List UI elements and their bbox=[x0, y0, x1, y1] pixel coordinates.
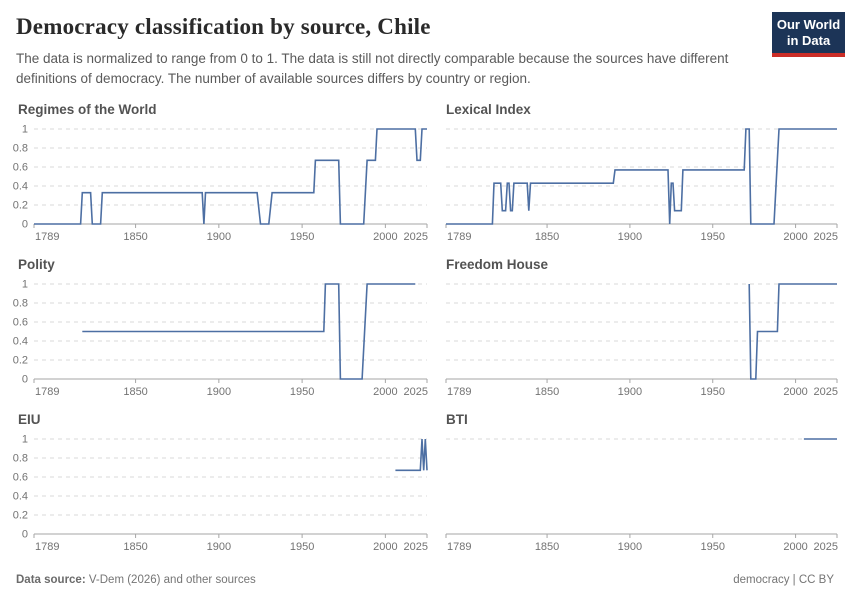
y-tick-label: 0 bbox=[22, 218, 28, 230]
eiu-chart: 1789 1850 1900 1950 2000 2025 0 0.2 0.4 0.6 0.8 1 bbox=[13, 433, 428, 553]
owid-logo-line2: in Data bbox=[786, 33, 831, 49]
panel-polity: Polity 1789 1850 1900 1950 2000 2025 0 0.2 0.4 0.… bbox=[10, 252, 430, 407]
page-title: Democracy classification by source, Chil… bbox=[16, 14, 431, 39]
x-tick-label: 1850 bbox=[123, 231, 147, 243]
panel-title-lexical-index: Lexical Index bbox=[446, 101, 531, 117]
x-tick-label: 1900 bbox=[207, 386, 231, 398]
x-tick-label: 1850 bbox=[535, 541, 559, 553]
panel-title-polity: Polity bbox=[18, 256, 55, 272]
y-tick-label: 0.2 bbox=[13, 509, 28, 521]
y-tick-label: 0.4 bbox=[13, 335, 28, 347]
polity-chart: 1789 1850 1900 1950 2000 2025 0 0.2 0.4 0.6 0.8 1 bbox=[13, 278, 428, 398]
x-tick-label: 2000 bbox=[373, 541, 397, 553]
x-tick-label: 2000 bbox=[373, 231, 397, 243]
x-tick-label: 1789 bbox=[447, 231, 471, 243]
lexical-index-chart: 1789 1850 1900 1950 2000 2025 bbox=[445, 127, 838, 243]
y-tick-label: 1 bbox=[22, 433, 28, 445]
x-tick-label: 1950 bbox=[290, 386, 314, 398]
panel-title-bti: BTI bbox=[446, 411, 468, 427]
panel-lexical-index: Lexical Index 1789 1850 1900 1950 2000 2025 bbox=[438, 97, 840, 252]
freedom-house-chart: 1789 1850 1900 1950 2000 2025 bbox=[445, 282, 838, 398]
panel-eiu: EIU 1789 1850 1900 1950 2000 2025 0 0.2 0.4 0.6 0.… bbox=[10, 407, 430, 562]
y-tick-label: 0.8 bbox=[13, 142, 28, 154]
bti-chart: 1789 1850 1900 1950 2000 2025 bbox=[445, 437, 838, 553]
x-tick-label: 1850 bbox=[123, 541, 147, 553]
regimes-of-the-world-chart: 1789 1850 1900 1950 2000 2025 0 0.2 0.4 0.6 0.8 1 bbox=[13, 123, 428, 243]
x-tick-label: 1850 bbox=[535, 231, 559, 243]
y-tick-label: 0 bbox=[22, 373, 28, 385]
y-tick-label: 0 bbox=[22, 528, 28, 540]
x-tick-label: 1850 bbox=[123, 386, 147, 398]
chart-header: Democracy classification by source, Chil… bbox=[0, 0, 850, 90]
x-tick-label: 1850 bbox=[535, 386, 559, 398]
x-tick-label: 1950 bbox=[290, 231, 314, 243]
x-tick-label: 1789 bbox=[447, 541, 471, 553]
chart-subtitle: The data is normalized to range from 0 t… bbox=[16, 51, 729, 87]
y-tick-label: 0.8 bbox=[13, 452, 28, 464]
x-tick-label: 1789 bbox=[35, 541, 59, 553]
y-tick-label: 0.6 bbox=[13, 316, 28, 328]
data-line bbox=[446, 127, 837, 225]
x-tick-label: 2025 bbox=[404, 386, 428, 398]
y-tick-label: 0.6 bbox=[13, 471, 28, 483]
x-tick-label: 1950 bbox=[700, 386, 724, 398]
license-link[interactable]: democracy | CC BY bbox=[733, 574, 834, 586]
x-tick-label: 2000 bbox=[783, 541, 807, 553]
x-tick-label: 1789 bbox=[35, 231, 59, 243]
panel-title-eiu: EIU bbox=[18, 411, 41, 427]
y-tick-label: 0.2 bbox=[13, 354, 28, 366]
y-tick-label: 0.4 bbox=[13, 490, 28, 502]
y-tick-label: 1 bbox=[22, 123, 28, 135]
x-tick-label: 1950 bbox=[700, 231, 724, 243]
panel-title-regimes-of-the-world: Regimes of the World bbox=[18, 101, 157, 117]
panel-regimes-of-the-world: Regimes of the World 1789 1850 1900 1950 200… bbox=[10, 97, 430, 252]
panel-bti: BTI 1789 1850 1900 1950 2000 2025 bbox=[438, 407, 840, 562]
x-tick-label: 1789 bbox=[447, 386, 471, 398]
x-tick-label: 2025 bbox=[814, 231, 838, 243]
y-tick-label: 0.2 bbox=[13, 199, 28, 211]
x-tick-label: 2025 bbox=[814, 541, 838, 553]
y-tick-label: 1 bbox=[22, 278, 28, 290]
x-tick-label: 2000 bbox=[783, 386, 807, 398]
chart-footer: Data source: V-Dem (2026) and other sour… bbox=[16, 574, 834, 586]
data-source-label: Data source: bbox=[16, 574, 86, 586]
x-tick-label: 1900 bbox=[618, 231, 642, 243]
owid-logo[interactable]: Our World in Data bbox=[772, 12, 845, 57]
data-line bbox=[748, 282, 837, 380]
x-tick-label: 1900 bbox=[618, 541, 642, 553]
x-tick-label: 1900 bbox=[618, 386, 642, 398]
data-line bbox=[34, 127, 427, 225]
panels-grid: Regimes of the World 1789 1850 1900 1950 200… bbox=[10, 97, 840, 562]
x-tick-label: 2000 bbox=[373, 386, 397, 398]
panel-title-freedom-house: Freedom House bbox=[446, 256, 549, 272]
x-tick-label: 1900 bbox=[207, 231, 231, 243]
x-tick-label: 1900 bbox=[207, 541, 231, 553]
x-tick-label: 1789 bbox=[35, 386, 59, 398]
owid-logo-line1: Our World bbox=[776, 17, 841, 32]
data-line bbox=[395, 438, 428, 471]
x-tick-label: 1950 bbox=[700, 541, 724, 553]
data-line bbox=[82, 282, 416, 380]
data-source-note: Data source: V-Dem (2026) and other sour… bbox=[16, 574, 256, 586]
panel-freedom-house: Freedom House 1789 1850 1900 1950 2000 2025 bbox=[438, 252, 840, 407]
x-tick-label: 1950 bbox=[290, 541, 314, 553]
y-tick-label: 0.6 bbox=[13, 161, 28, 173]
y-tick-label: 0.8 bbox=[13, 297, 28, 309]
x-tick-label: 2000 bbox=[783, 231, 807, 243]
x-tick-label: 2025 bbox=[404, 231, 428, 243]
data-source-link[interactable]: V-Dem (2026) and other sources bbox=[88, 574, 256, 586]
x-tick-label: 2025 bbox=[814, 386, 838, 398]
x-tick-label: 2025 bbox=[404, 541, 428, 553]
y-tick-label: 0.4 bbox=[13, 180, 28, 192]
